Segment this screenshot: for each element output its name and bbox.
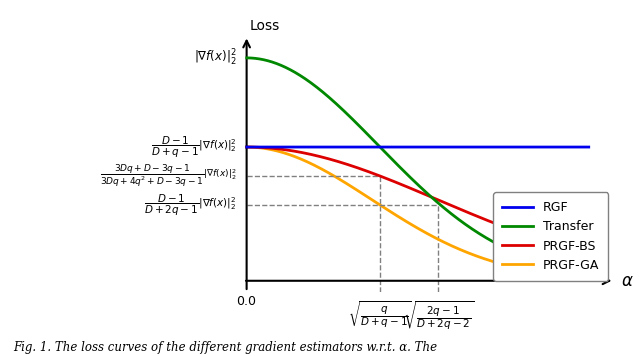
- Text: $|\nabla f(x)|_2^2$: $|\nabla f(x)|_2^2$: [194, 48, 236, 68]
- Text: $\dfrac{3Dq+D-3q-1}{3Dq+4q^2+D-3q-1}|\nabla f(x)|_2^2$: $\dfrac{3Dq+D-3q-1}{3Dq+4q^2+D-3q-1}|\na…: [100, 163, 236, 189]
- Legend: RGF, Transfer, PRGF-BS, PRGF-GA: RGF, Transfer, PRGF-BS, PRGF-GA: [493, 192, 608, 281]
- Text: $\alpha$: $\alpha$: [621, 272, 634, 290]
- Text: $\sqrt{\dfrac{2q-1}{D+2q-2}}$: $\sqrt{\dfrac{2q-1}{D+2q-2}}$: [403, 300, 474, 333]
- Text: $\dfrac{D-1}{D+q-1}|\nabla f(x)|_2^2$: $\dfrac{D-1}{D+q-1}|\nabla f(x)|_2^2$: [150, 135, 236, 160]
- Text: 0.0: 0.0: [237, 295, 257, 308]
- Text: Fig. 1. The loss curves of the different gradient estimators w.r.t. α. The: Fig. 1. The loss curves of the different…: [13, 341, 437, 354]
- Text: Loss: Loss: [250, 19, 280, 33]
- Text: $\sqrt{\dfrac{q}{D+q-1}}$: $\sqrt{\dfrac{q}{D+q-1}}$: [348, 300, 412, 331]
- Text: $\dfrac{D-1}{D+2q-1}|\nabla f(x)|_2^2$: $\dfrac{D-1}{D+2q-1}|\nabla f(x)|_2^2$: [144, 192, 236, 218]
